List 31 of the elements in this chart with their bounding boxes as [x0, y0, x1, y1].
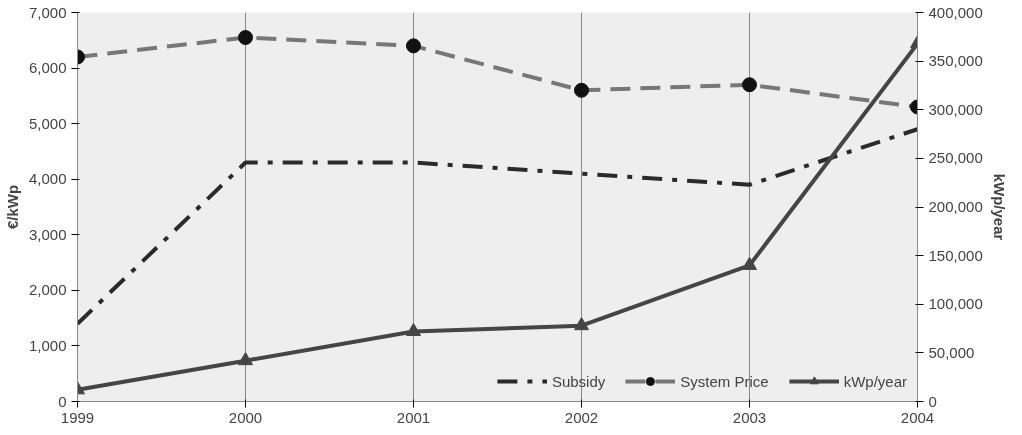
y2-tick-label: 350,000 [928, 52, 983, 70]
y-tick-label: 1,000 [28, 336, 67, 354]
line-series [77, 127, 918, 326]
y2-tick-label: 100,000 [928, 295, 983, 313]
y2-tick-label: 200,000 [928, 198, 983, 215]
y2-axis-title: kWp/year [990, 173, 1008, 241]
x-tick-label: 2003 [732, 408, 767, 426]
y-tick-label: 5,000 [28, 114, 67, 132]
y2-tick-label: 0 [928, 392, 937, 410]
y-tick-label: 3,000 [28, 225, 67, 243]
point [574, 317, 589, 331]
point [742, 256, 757, 270]
point [406, 322, 421, 337]
x-tick-label: 2000 [228, 408, 263, 426]
x-tick-label: 2001 [396, 408, 431, 426]
y-tick-label: 4,000 [28, 170, 67, 188]
y2-tick-label: 300,000 [928, 100, 983, 118]
x-tick-label: 2004 [900, 408, 935, 426]
x-tick-label: 1999 [60, 408, 95, 426]
x-tick-label: 2002 [564, 408, 599, 426]
y-tick-label: 2,000 [28, 281, 67, 299]
y-tick-label: 6,000 [28, 59, 67, 77]
y-tick-label: 7,000 [28, 3, 67, 21]
y-tick-label: 0 [58, 392, 67, 410]
y2-tick-label: 50,000 [928, 343, 975, 361]
y-axis-title: €/kWp [3, 184, 21, 230]
point [238, 352, 253, 366]
y2-tick-label: 250,000 [928, 149, 983, 167]
y2-tick-label: 150,000 [928, 246, 983, 264]
legend-label: kWp/year [843, 372, 907, 390]
y2-tick-label: 400,000 [928, 3, 983, 21]
